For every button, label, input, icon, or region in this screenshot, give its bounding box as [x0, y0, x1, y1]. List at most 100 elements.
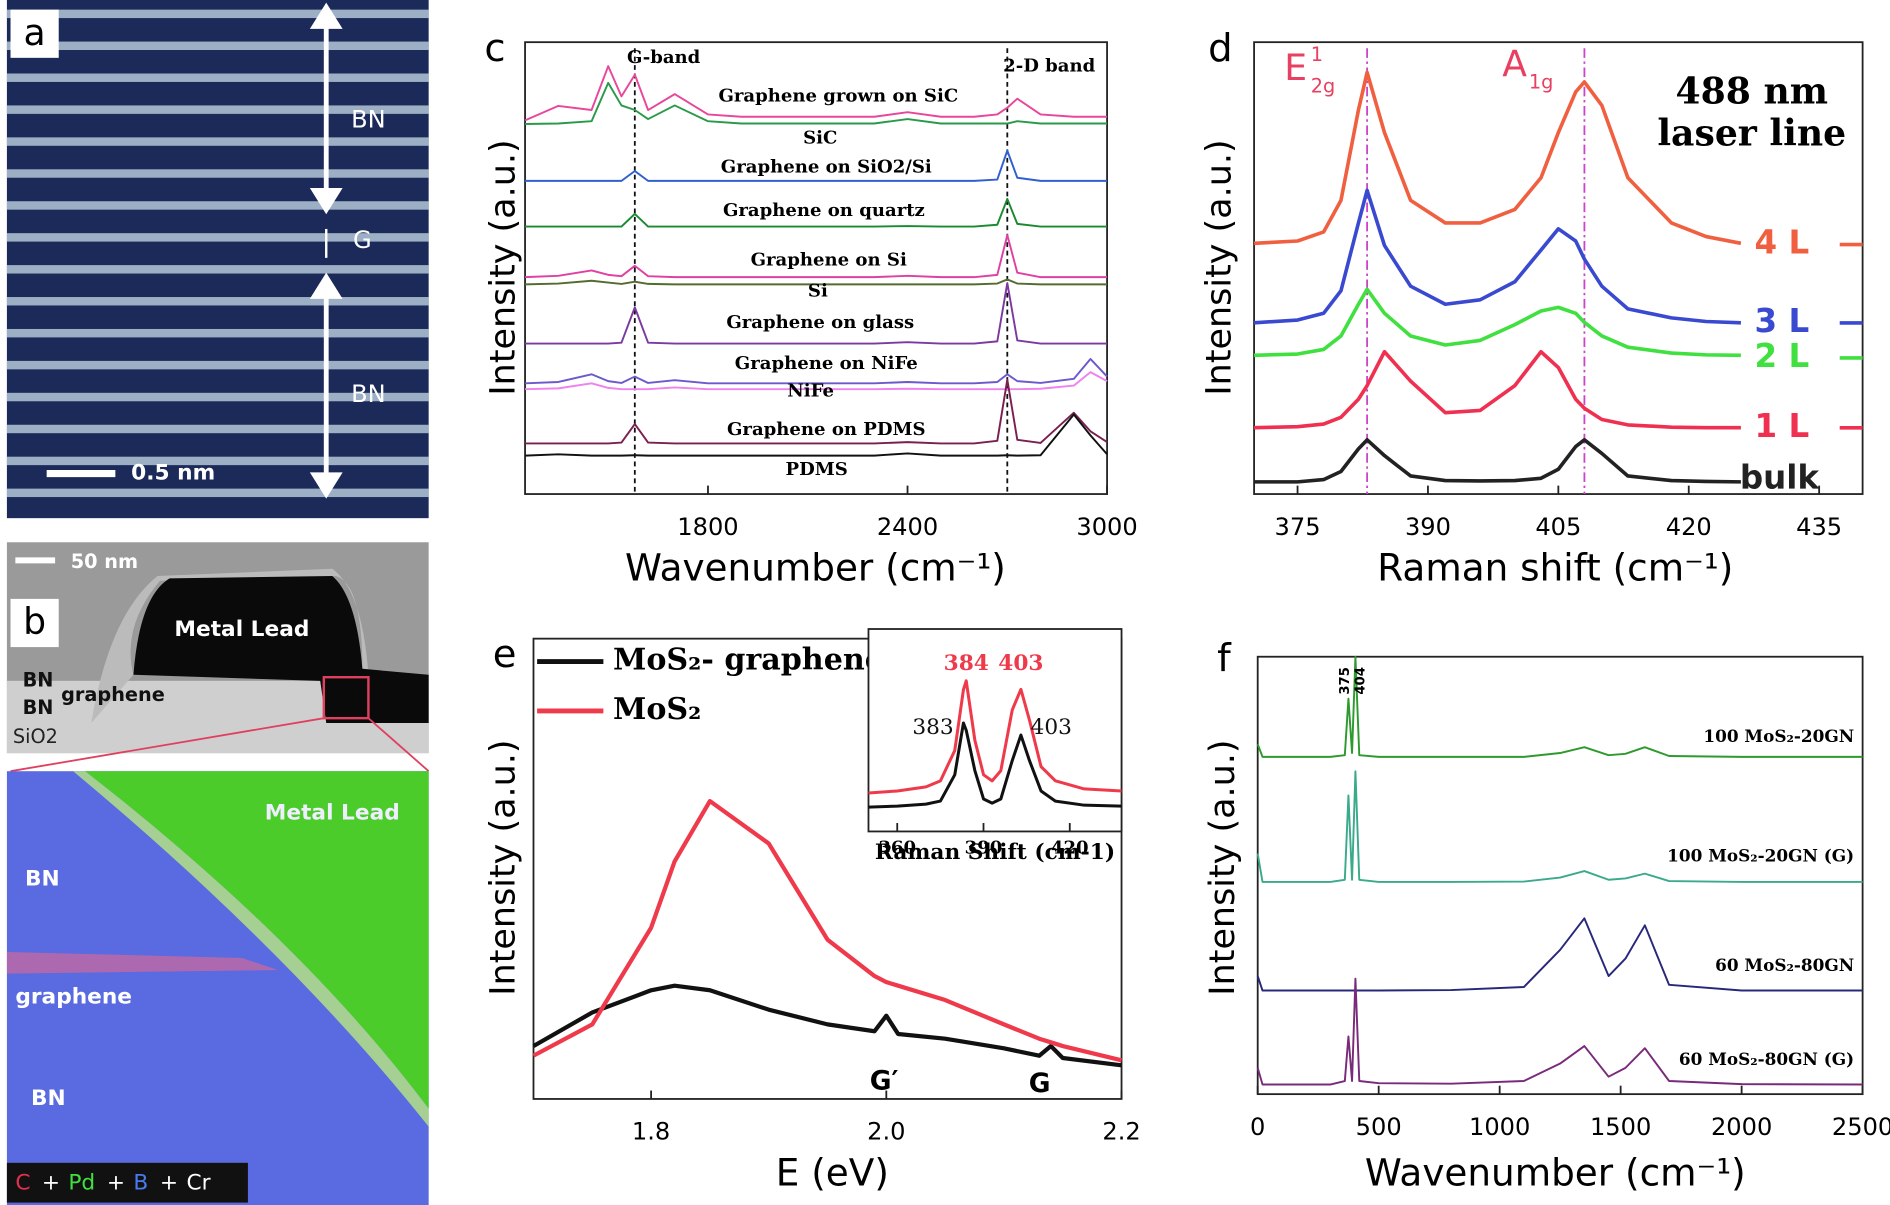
element: Pd — [68, 1170, 95, 1195]
panel-label: b — [23, 600, 46, 643]
x-tick-label: 390 — [1405, 513, 1451, 541]
x-tick-label: 500 — [1356, 1113, 1402, 1141]
x-tick-label: 1800 — [677, 513, 738, 541]
spectrum-line — [525, 149, 1108, 182]
spectrum-line — [1254, 438, 1741, 484]
separator: + — [107, 1170, 125, 1195]
spectrum-line — [1256, 770, 1863, 883]
layer-label: BN — [351, 380, 386, 408]
legend-label: MoS₂ — [613, 692, 701, 727]
stripe — [6, 488, 429, 498]
panel-label: d — [1208, 26, 1232, 71]
x-tick-label: 3000 — [1076, 513, 1137, 541]
stripe — [6, 169, 429, 178]
series-label: Graphene on SiO2/Si — [721, 156, 932, 177]
element: Cr — [186, 1170, 210, 1195]
x-tick-label: 390 — [965, 837, 1003, 858]
spectrum-line — [524, 65, 1108, 122]
label-box — [10, 598, 59, 648]
metal-lead — [133, 575, 429, 723]
peak-label: 384 — [944, 651, 989, 676]
series-label: 100 MoS₂-20GN — [1703, 726, 1854, 746]
spectrum-line — [868, 721, 1122, 809]
y-axis-label: Intensity (a.u.) — [484, 739, 524, 995]
series-label: Graphene grown on SiC — [718, 85, 958, 106]
charts: 1800 2400 3000 Wavenumber (cm⁻¹) Intensity (… — [484, 26, 1890, 1194]
separator: + — [160, 1170, 178, 1195]
spectrum-line — [525, 197, 1108, 228]
spectrum-line — [525, 358, 1108, 385]
spectrum-line — [525, 81, 1108, 125]
spectrum-line — [525, 282, 1108, 345]
series-label: 3 L — [1755, 302, 1810, 340]
peak-label: 375 — [1338, 667, 1353, 695]
graphene-band — [6, 951, 279, 974]
x-tick-label: 360 — [878, 837, 916, 858]
spectrum-line — [525, 234, 1108, 279]
layer-label: BN — [351, 106, 386, 134]
x-axis-label: Raman Shift (cm-1) — [875, 840, 1115, 865]
spectrum-line — [525, 378, 1108, 445]
spectrum-line — [868, 679, 1122, 795]
annotation: G-band — [627, 47, 701, 68]
stripe — [6, 297, 429, 306]
panel-b: 50 nm b Metal Lead BN BN graphene SiO2 M… — [6, 542, 430, 1205]
inset-frame — [867, 628, 1123, 833]
peak-label-sub: 1g — [1529, 71, 1554, 94]
series-label: bulk — [1740, 459, 1821, 497]
region-label: Metal Lead — [174, 617, 309, 642]
legend-label: MoS₂- graphene — [613, 643, 884, 678]
region-label: SiO2 — [13, 725, 58, 748]
stripe — [6, 392, 429, 402]
x-tick-label: 420 — [1051, 837, 1089, 858]
panel-a: a BN G BN 0.5 nm — [6, 0, 429, 519]
annotation: 2-D band — [1003, 55, 1095, 76]
stripe — [6, 456, 429, 466]
series-label: Graphene on Si — [751, 249, 907, 270]
annotation: laser line — [1657, 112, 1846, 155]
region-label: BN — [25, 867, 60, 892]
pd-region — [85, 771, 429, 1109]
series-label: 100 MoS₂-20GN (G) — [1667, 845, 1854, 865]
scale-label: 0.5 nm — [131, 461, 215, 486]
zoom-line — [367, 717, 430, 772]
spectrum-line — [1253, 70, 1742, 246]
region-label: BN — [23, 668, 54, 691]
stripe — [6, 105, 429, 114]
spectrum-line — [1254, 349, 1741, 430]
x-tick-label: 405 — [1535, 513, 1581, 541]
spectrum-line — [1254, 287, 1741, 358]
peak-label: 403 — [998, 651, 1043, 676]
spectrum-line — [532, 798, 1123, 1063]
label-box — [10, 9, 59, 58]
spectrum-line — [1256, 917, 1863, 992]
element: B — [133, 1170, 148, 1195]
x-axis-label: Wavenumber (cm⁻¹) — [1365, 1150, 1746, 1194]
region-label: BN — [23, 696, 54, 719]
series-label: Graphene on quartz — [723, 200, 925, 221]
panel-label: f — [1217, 636, 1232, 681]
peak-label: E — [1284, 46, 1307, 89]
series-label: Graphene on glass — [726, 312, 914, 333]
series-label: Graphene on NiFe — [735, 353, 918, 374]
x-axis-label: Wavenumber (cm⁻¹) — [625, 545, 1006, 589]
stripe — [6, 137, 429, 146]
y-axis-label: Intensity (a.u.) — [1199, 139, 1239, 395]
series-label: 2 L — [1755, 337, 1810, 375]
spectrum-line — [1256, 977, 1863, 1086]
stripe — [6, 41, 429, 51]
panel-label: e — [493, 632, 517, 677]
arrows — [309, 2, 343, 499]
series-label: NiFe — [787, 381, 834, 402]
annotation: G′ — [870, 1066, 899, 1097]
x-tick-label: 2.2 — [1102, 1118, 1140, 1146]
element-legend-texts: C + Pd + B + Cr — [15, 1170, 210, 1195]
x-tick-label: 2000 — [1711, 1113, 1772, 1141]
spectrum-line — [1253, 188, 1741, 325]
spectrum-line — [525, 278, 1108, 286]
spectrum-line — [525, 371, 1108, 391]
x-tick-label: 375 — [1275, 513, 1321, 541]
peak-label: 383 — [912, 715, 953, 740]
series-label: 60 MoS₂-80GN — [1715, 955, 1854, 975]
